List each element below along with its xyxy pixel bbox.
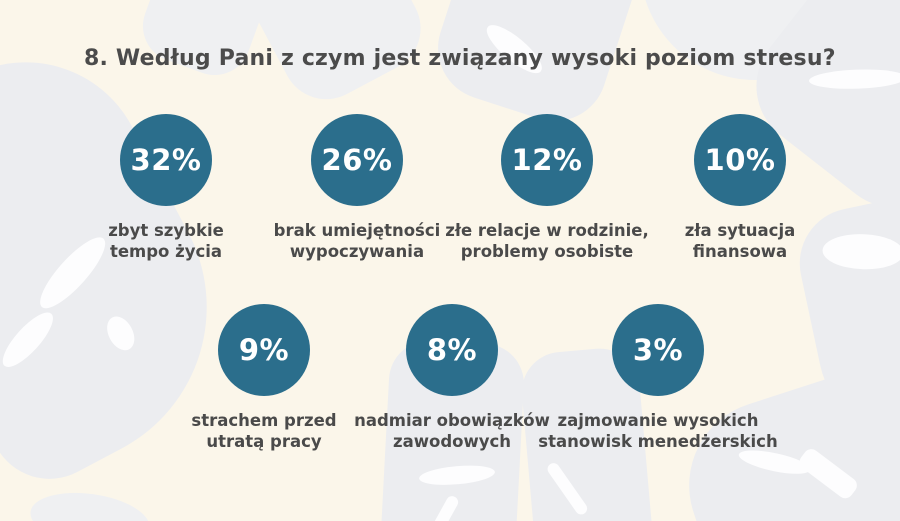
percentage-bubble: 8% [406, 304, 498, 396]
percentage-value: 26% [321, 143, 393, 177]
stat-label-line2: utratą pracy [206, 431, 322, 451]
stat-label-line2: zawodowych [393, 431, 511, 451]
stat-label-line2: finansowa [692, 241, 788, 261]
stat-label-line2: stanowisk menedżerskich [538, 431, 778, 451]
stat-label-line1: zbyt szybkie [108, 221, 224, 240]
stat-label-line1: zła sytuacja [684, 221, 796, 240]
stat-label: złe relacje w rodzinie, problemy osobist… [422, 221, 672, 262]
percentage-bubble: 26% [311, 114, 403, 206]
stat-item: 12% złe relacje w rodzinie, problemy oso… [422, 114, 672, 262]
percentage-bubble: 12% [501, 114, 593, 206]
percentage-bubble: 3% [612, 304, 704, 396]
mask-highlight [423, 493, 461, 521]
stat-item: 10% zła sytuacja finansowa [615, 114, 865, 262]
percentage-value: 12% [511, 143, 583, 177]
mask-highlight [544, 460, 589, 517]
stat-item: 32% zbyt szybkie tempo życia [41, 114, 291, 262]
stat-label-line2: problemy osobiste [460, 241, 634, 261]
stat-label-line2: tempo życia [109, 241, 223, 261]
stat-label: zbyt szybkie tempo życia [41, 221, 291, 262]
stat-item: 26% brak umiejętności wypoczywania [232, 114, 482, 262]
percentage-bubble: 9% [218, 304, 310, 396]
mask-highlight [418, 463, 496, 489]
percentage-value: 3% [632, 333, 684, 367]
mask-highlight [101, 311, 141, 355]
percentage-value: 10% [704, 143, 776, 177]
mask-highlight [808, 67, 900, 91]
stat-label: zła sytuacja finansowa [615, 221, 865, 262]
stat-item: 8% nadmiar obowiązków zawodowych [327, 304, 577, 452]
stat-label: brak umiejętności wypoczywania [232, 221, 482, 262]
stat-label-line1: strachem przed [191, 411, 337, 430]
stat-label-line1: złe relacje w rodzinie, [445, 221, 649, 240]
percentage-bubble: 32% [120, 114, 212, 206]
chart-title: 8. Według Pani z czym jest związany wyso… [84, 46, 836, 71]
percentage-bubble: 10% [694, 114, 786, 206]
mask-highlight [796, 445, 860, 502]
stat-item: 3% zajmowanie wysokich stanowisk menedże… [533, 304, 783, 452]
stat-label-line1: brak umiejętności [273, 221, 441, 240]
stat-label: nadmiar obowiązków zawodowych [327, 411, 577, 452]
stat-label-line1: nadmiar obowiązków [354, 411, 550, 430]
percentage-value: 32% [130, 143, 202, 177]
mask-highlight [0, 305, 61, 374]
stat-label: strachem przed utratą pracy [139, 411, 389, 452]
blob-decoration [26, 485, 154, 521]
stat-label-line2: wypoczywania [289, 241, 425, 261]
percentage-value: 9% [238, 333, 290, 367]
stat-item: 9% strachem przed utratą pracy [139, 304, 389, 452]
stat-label-line1: zajmowanie wysokich [557, 411, 759, 430]
stat-label: zajmowanie wysokich stanowisk menedżersk… [533, 411, 783, 452]
percentage-value: 8% [426, 333, 478, 367]
